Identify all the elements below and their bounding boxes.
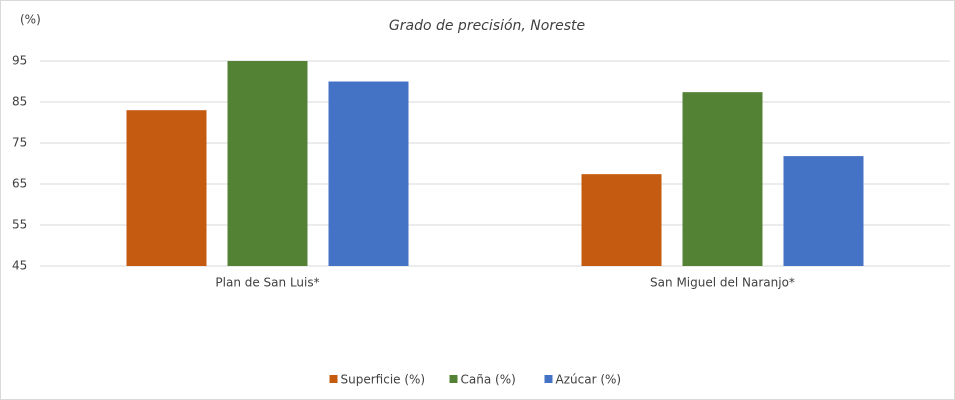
legend-swatch	[329, 375, 338, 383]
bar	[783, 156, 864, 266]
y-axis-label: (%)	[20, 13, 41, 27]
bar	[682, 92, 763, 266]
y-tick-label: 45	[12, 259, 27, 273]
y-tick-label: 75	[12, 136, 27, 150]
legend-swatch	[449, 375, 458, 383]
bar	[328, 81, 409, 266]
chart-title: Grado de precisión, Noreste	[389, 18, 585, 34]
bar	[227, 61, 308, 266]
x-tick-label: Plan de San Luis*	[215, 276, 319, 290]
x-tick-label: San Miguel del Naranjo*	[650, 276, 795, 290]
y-tick-label: 65	[12, 177, 27, 191]
y-tick-label: 55	[12, 218, 27, 232]
legend-swatch	[544, 375, 553, 383]
y-tick-label: 95	[12, 54, 27, 68]
legend-label: Superficie (%)	[341, 373, 426, 387]
y-tick-label: 85	[12, 95, 27, 109]
bar	[581, 174, 662, 266]
bar	[126, 110, 207, 266]
legend-label: Azúcar (%)	[556, 373, 622, 387]
legend-label: Caña (%)	[461, 373, 516, 387]
